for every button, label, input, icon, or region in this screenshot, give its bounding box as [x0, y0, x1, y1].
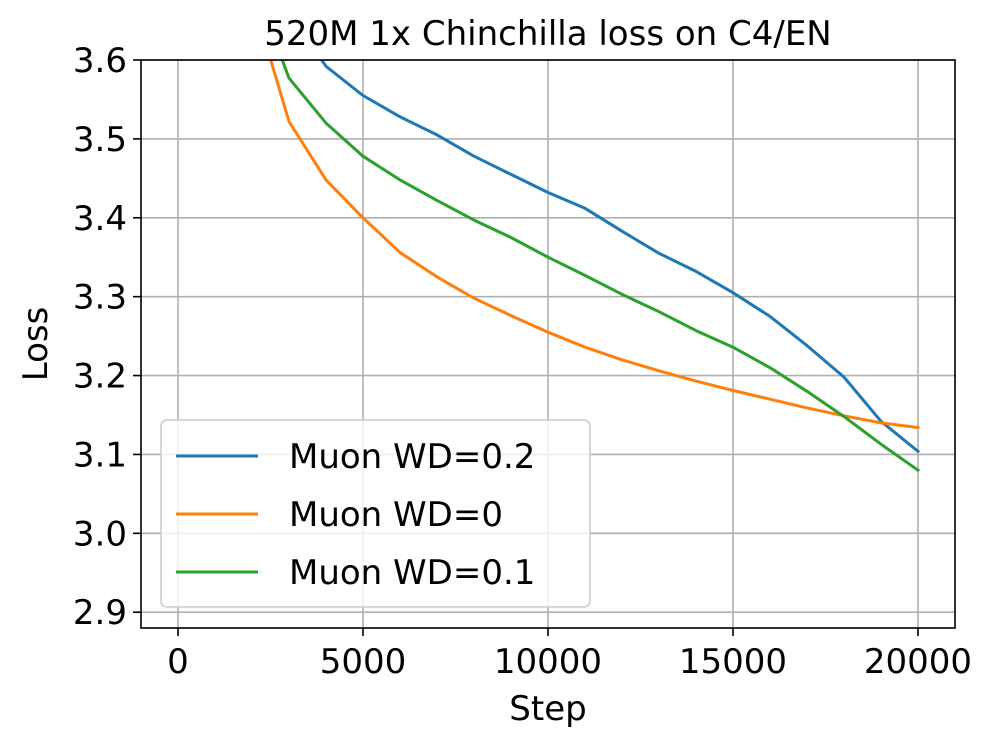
y-axis-label: Loss [16, 307, 56, 382]
y-tick-label: 3.4 [73, 199, 127, 239]
y-tick-label: 3.0 [73, 514, 127, 554]
chart-title: 520M 1x Chinchilla loss on C4/EN [264, 14, 832, 54]
series-line-1 [319, 60, 921, 454]
series-line-2 [269, 60, 920, 430]
x-tick-label: 0 [167, 642, 189, 682]
y-tick-label: 2.9 [73, 593, 127, 633]
y-tick-label: 3.5 [73, 120, 127, 160]
legend-label-3: Muon WD=0.1 [289, 553, 535, 593]
x-tick-label: 5000 [320, 642, 407, 682]
axis-ticks: 0 5000 10000 15000 20000 2.9 3.0 3.1 3.2 3.3 3.4 3.… [73, 41, 972, 682]
legend-box [160, 419, 591, 608]
x-tick-label: 10000 [494, 642, 602, 682]
y-tick-label: 3.6 [73, 41, 127, 81]
y-tick-label: 3.1 [73, 435, 127, 475]
series-line-3 [280, 60, 921, 473]
y-tick-label: 3.3 [73, 278, 127, 318]
legend: Muon WD=0.2 Muon WD=0 Muon WD=0.1 [160, 419, 591, 608]
series-lines [269, 60, 921, 473]
x-tick-label: 15000 [679, 642, 787, 682]
y-tick-label: 3.2 [73, 357, 127, 397]
legend-label-2: Muon WD=0 [289, 495, 503, 535]
x-axis-label: Step [509, 689, 586, 729]
x-tick-label: 20000 [864, 642, 972, 682]
legend-label-1: Muon WD=0.2 [289, 437, 535, 477]
